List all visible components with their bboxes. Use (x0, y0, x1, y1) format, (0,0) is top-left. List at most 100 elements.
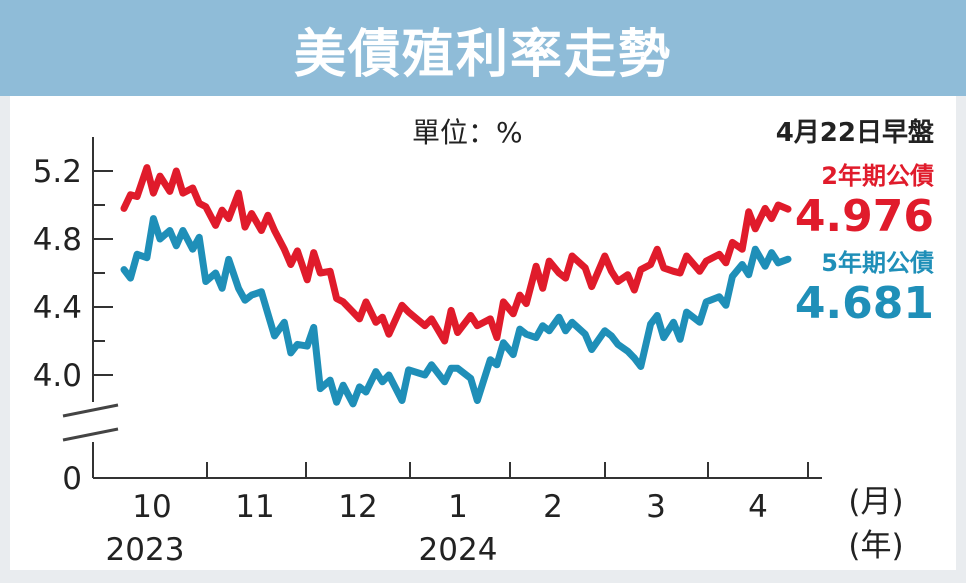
data-point-5yr (282, 320, 286, 324)
data-point-2yr (122, 206, 126, 210)
axis-break-mark-lower (62, 427, 119, 442)
data-point-5yr (730, 274, 734, 278)
data-point-5yr (191, 247, 195, 251)
data-point-5yr (227, 257, 231, 261)
data-point-5yr (501, 341, 505, 345)
data-point-2yr (609, 269, 613, 273)
data-point-5yr (289, 351, 293, 355)
data-point-2yr (129, 193, 132, 197)
x-year-label: 2024 (419, 532, 498, 568)
data-point-5yr (122, 268, 126, 272)
data-point-5yr (456, 366, 460, 370)
data-point-2yr (603, 254, 607, 258)
data-point-5yr (250, 293, 254, 297)
data-point-5yr (770, 251, 774, 255)
data-point-5yr (557, 315, 561, 319)
data-point-2yr (626, 273, 630, 277)
data-point-5yr (583, 332, 587, 336)
data-point-5yr (655, 314, 659, 317)
data-point-5yr (704, 300, 708, 304)
data-point-2yr (786, 207, 790, 211)
data-point-2yr (266, 213, 270, 217)
data-point-5yr (214, 271, 218, 275)
data-point-5yr (495, 363, 499, 367)
legend-series-5yr-name: 5年期公債 (821, 249, 934, 277)
data-point-5yr (374, 370, 378, 374)
data-point-5yr (541, 324, 545, 328)
data-point-5yr (273, 334, 276, 338)
data-point-5yr (358, 385, 361, 389)
data-point-2yr (243, 225, 247, 229)
legend-series-2yr-name: 2年期公債 (821, 162, 934, 190)
data-point-2yr (678, 271, 682, 275)
data-point-5yr (430, 363, 433, 367)
data-point-5yr (266, 312, 270, 316)
data-point-5yr (649, 322, 653, 326)
data-point-5yr (335, 400, 339, 404)
data-point-2yr (740, 247, 744, 251)
data-point-5yr (511, 353, 515, 357)
data-point-2yr (776, 203, 780, 207)
data-point-5yr (364, 390, 368, 394)
data-point-5yr (616, 342, 620, 346)
data-point-2yr (328, 269, 332, 273)
data-point-2yr (495, 336, 499, 340)
data-point-5yr (717, 295, 721, 299)
data-point-2yr (753, 227, 757, 231)
data-point-2yr (590, 285, 594, 289)
data-point-5yr (243, 298, 247, 302)
data-point-2yr (407, 310, 411, 314)
y-tick-label: 5.2 (33, 154, 82, 190)
data-point-2yr (289, 263, 293, 266)
data-point-2yr (197, 201, 201, 205)
axis-break-mark-upper (62, 403, 119, 418)
data-point-2yr (501, 300, 505, 304)
y-tick-label: 0 (62, 461, 82, 497)
x-tick-label: 1 (448, 489, 468, 525)
data-point-5yr (407, 368, 411, 372)
data-point-2yr (475, 324, 479, 328)
data-point-2yr (273, 229, 276, 232)
data-point-2yr (214, 223, 218, 227)
data-point-5yr (341, 383, 345, 387)
data-point-5yr (312, 325, 316, 329)
data-point-5yr (423, 373, 427, 377)
data-point-2yr (387, 332, 391, 336)
data-point-5yr (380, 380, 384, 384)
data-point-5yr (685, 310, 689, 314)
data-point-2yr (341, 300, 345, 304)
data-point-2yr (220, 208, 224, 212)
series-layer (120, 164, 792, 408)
data-point-5yr (678, 337, 682, 341)
x-tick-label: 4 (748, 489, 768, 525)
data-point-2yr (295, 249, 299, 253)
data-point-5yr (547, 329, 551, 333)
data-point-5yr (639, 365, 643, 368)
data-point-2yr (259, 229, 263, 232)
data-point-2yr (518, 293, 522, 297)
data-point-2yr (763, 206, 767, 210)
data-point-2yr (305, 278, 309, 282)
data-point-2yr (717, 252, 721, 256)
data-point-2yr (649, 263, 653, 266)
data-point-2yr (191, 186, 195, 190)
chart-panel (10, 96, 956, 570)
data-point-2yr (534, 264, 538, 268)
data-point-5yr (237, 286, 240, 290)
data-point-5yr (220, 286, 224, 290)
data-point-2yr (488, 317, 492, 321)
legend-series-2yr-value: 4.976 (795, 191, 934, 242)
data-point-5yr (328, 378, 332, 382)
y-tick-label: 4.0 (33, 358, 82, 394)
x-tick-label: 12 (338, 489, 377, 525)
data-point-5yr (609, 334, 613, 338)
data-point-5yr (570, 320, 574, 324)
data-point-5yr (295, 342, 299, 346)
data-point-2yr (662, 266, 666, 270)
data-point-2yr (250, 212, 254, 215)
data-point-2yr (374, 320, 378, 324)
data-point-2yr (524, 302, 528, 306)
data-point-5yr (197, 235, 201, 239)
x-year-label: 2023 (106, 532, 185, 568)
